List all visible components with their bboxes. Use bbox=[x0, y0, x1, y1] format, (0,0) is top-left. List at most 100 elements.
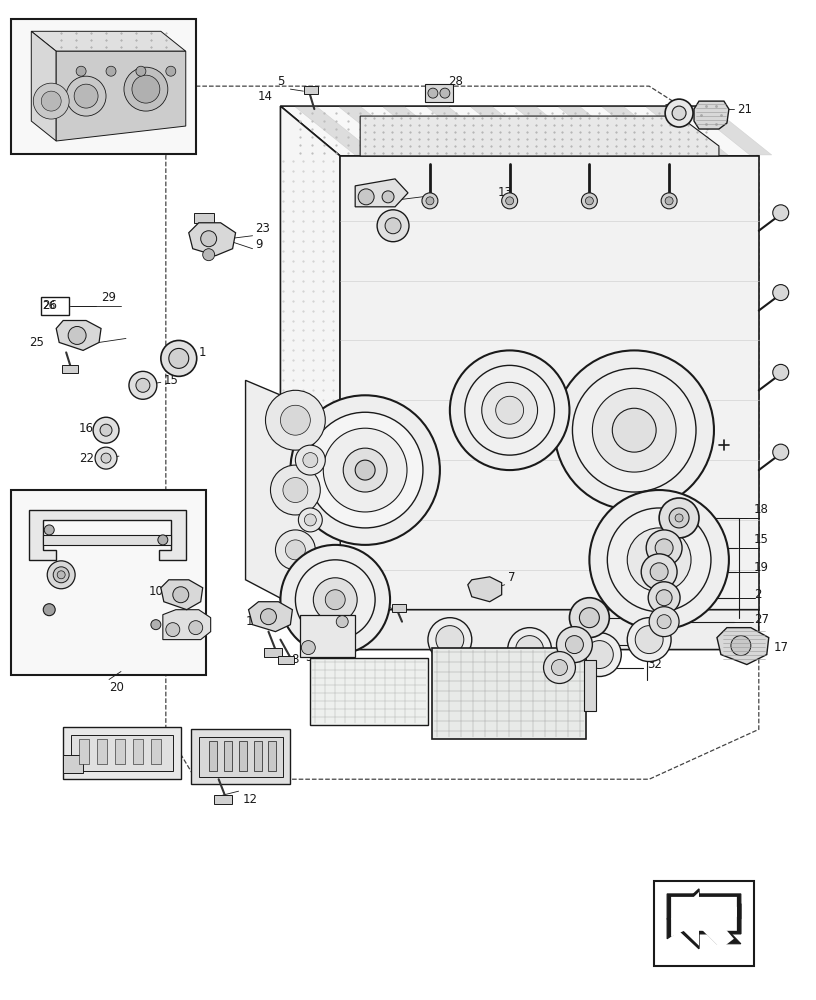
Text: 7: 7 bbox=[508, 571, 515, 584]
Bar bbox=[432, 648, 587, 739]
Bar bbox=[300, 615, 355, 657]
Circle shape bbox=[502, 193, 517, 209]
Circle shape bbox=[579, 608, 599, 628]
Circle shape bbox=[336, 616, 348, 628]
Text: 30: 30 bbox=[654, 603, 669, 616]
Circle shape bbox=[436, 626, 463, 654]
Bar bbox=[133, 739, 143, 764]
Polygon shape bbox=[558, 107, 641, 155]
Circle shape bbox=[290, 395, 440, 545]
Circle shape bbox=[106, 66, 116, 76]
Circle shape bbox=[422, 193, 438, 209]
Bar bbox=[79, 739, 89, 764]
Text: 15: 15 bbox=[664, 103, 679, 116]
Circle shape bbox=[173, 587, 188, 603]
Polygon shape bbox=[56, 51, 186, 141]
Circle shape bbox=[129, 371, 157, 399]
Polygon shape bbox=[471, 107, 552, 155]
Polygon shape bbox=[671, 897, 737, 949]
Circle shape bbox=[201, 231, 217, 247]
Polygon shape bbox=[161, 580, 202, 610]
Circle shape bbox=[612, 408, 656, 452]
Circle shape bbox=[136, 66, 146, 76]
Circle shape bbox=[585, 197, 593, 205]
Circle shape bbox=[675, 514, 683, 522]
Circle shape bbox=[74, 84, 98, 108]
Polygon shape bbox=[31, 31, 56, 141]
Circle shape bbox=[136, 378, 150, 392]
Polygon shape bbox=[468, 577, 502, 602]
Text: 2: 2 bbox=[754, 588, 761, 601]
Polygon shape bbox=[340, 156, 759, 610]
Circle shape bbox=[42, 91, 61, 111]
Text: 11: 11 bbox=[63, 735, 78, 748]
Bar bbox=[264, 648, 282, 657]
Polygon shape bbox=[281, 106, 340, 610]
Circle shape bbox=[646, 530, 682, 566]
Circle shape bbox=[773, 205, 789, 221]
Circle shape bbox=[585, 641, 614, 669]
Text: 3: 3 bbox=[305, 651, 313, 664]
Circle shape bbox=[565, 636, 583, 654]
Text: 15: 15 bbox=[164, 374, 179, 387]
Bar bbox=[62, 365, 78, 373]
Polygon shape bbox=[163, 610, 211, 640]
Circle shape bbox=[450, 350, 570, 470]
Circle shape bbox=[628, 618, 671, 662]
Text: 24: 24 bbox=[520, 685, 534, 698]
Circle shape bbox=[773, 444, 789, 460]
Circle shape bbox=[656, 590, 672, 606]
Bar bbox=[584, 660, 596, 711]
Polygon shape bbox=[667, 894, 741, 944]
Circle shape bbox=[573, 368, 696, 492]
Bar bbox=[97, 739, 107, 764]
Bar bbox=[392, 604, 406, 612]
Circle shape bbox=[578, 633, 621, 677]
Circle shape bbox=[304, 514, 317, 526]
Circle shape bbox=[188, 621, 202, 635]
Text: 29: 29 bbox=[101, 291, 116, 304]
Polygon shape bbox=[281, 106, 759, 156]
Circle shape bbox=[377, 210, 409, 242]
Polygon shape bbox=[281, 560, 759, 650]
Text: 8: 8 bbox=[291, 653, 299, 666]
Circle shape bbox=[648, 582, 680, 614]
Circle shape bbox=[276, 530, 315, 570]
Polygon shape bbox=[29, 510, 186, 560]
Circle shape bbox=[295, 445, 326, 475]
Bar bbox=[42, 297, 69, 315]
Text: 1: 1 bbox=[199, 346, 206, 359]
Circle shape bbox=[628, 528, 691, 592]
Polygon shape bbox=[339, 107, 421, 155]
Bar bbox=[238, 741, 246, 771]
Circle shape bbox=[344, 448, 387, 492]
Circle shape bbox=[44, 525, 54, 535]
Circle shape bbox=[508, 628, 552, 672]
Circle shape bbox=[773, 285, 789, 301]
Circle shape bbox=[650, 607, 679, 637]
Circle shape bbox=[100, 424, 112, 436]
Polygon shape bbox=[355, 179, 408, 207]
Bar bbox=[425, 84, 453, 102]
Circle shape bbox=[495, 396, 524, 424]
Circle shape bbox=[166, 66, 175, 76]
Polygon shape bbox=[249, 602, 292, 632]
Circle shape bbox=[124, 67, 168, 111]
Bar bbox=[63, 755, 83, 773]
Text: 10: 10 bbox=[246, 615, 260, 628]
Circle shape bbox=[308, 412, 423, 528]
Circle shape bbox=[326, 590, 345, 610]
Bar bbox=[254, 741, 261, 771]
Polygon shape bbox=[690, 107, 772, 155]
Bar bbox=[214, 795, 232, 804]
Circle shape bbox=[426, 197, 434, 205]
Circle shape bbox=[169, 348, 188, 368]
Circle shape bbox=[635, 626, 663, 654]
Text: 16: 16 bbox=[79, 422, 94, 435]
Circle shape bbox=[47, 561, 75, 589]
Circle shape bbox=[161, 340, 197, 376]
Circle shape bbox=[657, 615, 671, 629]
Circle shape bbox=[650, 563, 668, 581]
Circle shape bbox=[731, 636, 751, 656]
Circle shape bbox=[299, 508, 322, 532]
